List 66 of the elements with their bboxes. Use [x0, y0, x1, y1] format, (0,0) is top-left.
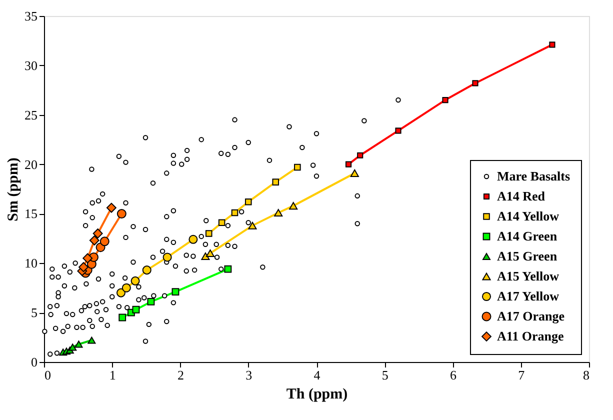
point: [118, 314, 126, 322]
point: [289, 202, 298, 210]
point: [395, 128, 402, 134]
point: [78, 262, 88, 272]
point: [132, 306, 140, 314]
point: [130, 276, 140, 286]
point: [116, 288, 126, 298]
point: [88, 336, 96, 344]
point: [244, 198, 252, 206]
point: [350, 169, 359, 177]
legend-label: A14 Red: [497, 188, 546, 204]
y-tick-label: 20: [24, 156, 38, 172]
legend-label: A14 Yellow: [497, 208, 560, 224]
legend-label: Mare Basalts: [497, 168, 570, 184]
x-tick-label: 3: [246, 368, 252, 382]
legend-label: A14 Green: [497, 228, 558, 244]
point: [357, 152, 364, 158]
y-tick-label: 25: [24, 107, 38, 122]
x-tick-label: 5: [382, 368, 388, 382]
point: [147, 298, 155, 306]
legend-label: A11 Orange: [497, 328, 564, 344]
point: [206, 249, 214, 258]
y-axis-title: Sm (ppm): [6, 158, 22, 222]
point: [68, 344, 77, 351]
point: [162, 252, 172, 262]
y-tick-label: 15: [24, 206, 38, 222]
point: [106, 202, 116, 213]
point: [248, 222, 257, 230]
x-tick-label: 0: [44, 368, 51, 382]
y-tick-label: 0: [31, 354, 38, 370]
point: [89, 235, 100, 246]
legend-label: A15 Yellow: [497, 268, 560, 284]
legend-label: A17 Orange: [497, 308, 565, 324]
point: [188, 234, 198, 244]
point: [205, 230, 212, 237]
x-tick-label: 8: [583, 368, 590, 382]
y-tick-label: 35: [24, 8, 38, 24]
point: [272, 178, 280, 186]
point: [231, 209, 238, 216]
point: [92, 228, 103, 238]
legend-label: A15 Green: [497, 248, 558, 264]
x-tick-label: 1: [109, 368, 116, 382]
point: [224, 265, 232, 273]
y-tick-label: 10: [24, 256, 38, 271]
point: [122, 283, 131, 292]
point: [100, 236, 110, 246]
point: [142, 266, 152, 275]
point: [294, 164, 301, 171]
point: [274, 208, 283, 216]
point: [442, 96, 448, 104]
point: [82, 253, 93, 264]
point: [116, 208, 126, 218]
point: [549, 42, 556, 48]
point: [472, 80, 478, 86]
legend-label: A17 Yellow: [497, 288, 560, 304]
x-tick-label: 6: [450, 368, 457, 382]
y-tick-label: 5: [31, 305, 38, 320]
point: [74, 340, 83, 348]
point: [218, 219, 226, 226]
point: [172, 288, 180, 296]
x-tick-label: 7: [518, 368, 526, 382]
x-tick-label: 2: [178, 368, 184, 382]
y-tick-label: 30: [24, 58, 38, 73]
x-tick-label: 4: [314, 368, 321, 382]
x-axis-title: Th (ppm): [286, 386, 348, 402]
point: [345, 161, 352, 168]
